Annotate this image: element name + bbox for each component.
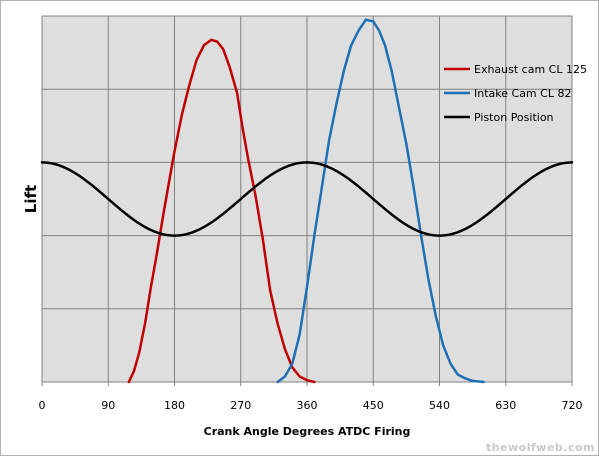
x-tick-label: 0 (39, 399, 46, 412)
x-tick-label: 180 (164, 399, 185, 412)
legend-label-0: Exhaust cam CL 125 (474, 63, 587, 76)
series-line-0 (127, 38, 316, 384)
x-tick-label: 450 (363, 399, 384, 412)
legend-label-2: Piston Position (474, 111, 554, 124)
legend: Exhaust cam CL 125 Intake Cam CL 82 Piston… (444, 63, 587, 124)
x-tick-label: 270 (230, 399, 251, 412)
x-tick-label: 540 (429, 399, 450, 412)
x-tick-label: 630 (495, 399, 516, 412)
x-axis-title: Crank Angle Degrees ATDC Firing (204, 425, 411, 438)
y-axis-title: Lift (22, 185, 40, 213)
watermark: thewolfweb.com (485, 441, 595, 454)
legend-label-1: Intake Cam CL 82 (474, 87, 571, 100)
series-line-1 (276, 18, 485, 384)
x-tick-labels: 0 90 180 270 360 450 540 630 720 (39, 382, 583, 412)
x-tick-label: 360 (297, 399, 318, 412)
x-tick-label: 720 (562, 399, 583, 412)
series-layer (40, 18, 574, 384)
series-line-2 (40, 161, 574, 237)
x-tick-label: 90 (101, 399, 115, 412)
